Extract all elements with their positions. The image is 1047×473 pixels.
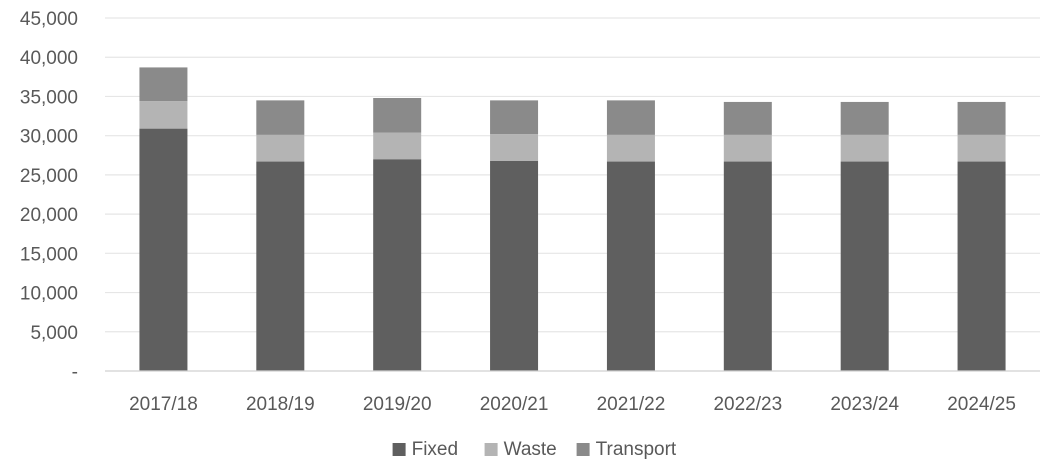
bar-fixed-2023-24 xyxy=(840,161,889,371)
x-tick-label: 2024/25 xyxy=(947,394,1016,415)
x-tick-label: 2022/23 xyxy=(713,394,782,415)
x-tick-label: 2018/19 xyxy=(246,394,315,415)
y-tick-label: 30,000 xyxy=(20,127,78,148)
bar-waste-2022-23 xyxy=(723,134,772,162)
y-tick-label: 15,000 xyxy=(20,244,78,265)
y-tick-label: 5,000 xyxy=(30,323,78,344)
y-axis-tick-labels: - 5,000 10,000 15,000 20,000 25,000 30,000 35,0… xyxy=(20,9,78,383)
legend-label-transport: Transport xyxy=(596,439,677,460)
bar-fixed-2018-19 xyxy=(256,161,305,371)
bar-transport-2021-22 xyxy=(606,100,655,135)
bar-waste-2020-21 xyxy=(490,134,539,161)
x-tick-label: 2021/22 xyxy=(597,394,666,415)
bar-transport-2019-20 xyxy=(373,98,422,133)
bar-waste-2017-18 xyxy=(139,101,188,129)
bar-fixed-2020-21 xyxy=(490,160,539,371)
bar-waste-2018-19 xyxy=(256,134,305,162)
bar-transport-2023-24 xyxy=(840,101,889,135)
bar-fixed-2017-18 xyxy=(139,128,188,371)
legend-swatch-waste xyxy=(484,443,498,456)
bar-transport-2017-18 xyxy=(139,67,188,102)
y-tick-label: 25,000 xyxy=(20,166,78,187)
bars xyxy=(139,67,1006,371)
x-tick-label: 2023/24 xyxy=(830,394,899,415)
legend: Fixed Waste Transport xyxy=(392,439,677,460)
legend-swatch-transport xyxy=(576,443,590,456)
legend-label-waste: Waste xyxy=(504,439,557,460)
bar-fixed-2021-22 xyxy=(606,161,655,371)
x-tick-label: 2017/18 xyxy=(129,394,198,415)
legend-label-fixed: Fixed xyxy=(412,439,458,460)
x-tick-label: 2020/21 xyxy=(480,394,549,415)
gridlines xyxy=(105,17,1040,333)
y-tick-label: 20,000 xyxy=(20,205,78,226)
bar-waste-2019-20 xyxy=(373,132,422,160)
bar-waste-2021-22 xyxy=(606,134,655,162)
bar-transport-2024-25 xyxy=(957,101,1006,135)
y-tick-label: 40,000 xyxy=(20,48,78,69)
y-tick-label: 35,000 xyxy=(20,87,78,108)
bar-fixed-2022-23 xyxy=(723,161,772,371)
bar-transport-2020-21 xyxy=(490,100,539,135)
bar-transport-2022-23 xyxy=(723,101,772,135)
x-axis-tick-labels: 2017/18 2018/19 2019/20 2020/21 2021/22 2022/… xyxy=(129,394,1016,415)
bar-fixed-2024-25 xyxy=(957,161,1006,371)
y-tick-label: 45,000 xyxy=(20,9,78,30)
x-tick-label: 2019/20 xyxy=(363,394,432,415)
bar-transport-2018-19 xyxy=(256,100,305,135)
bar-waste-2024-25 xyxy=(957,134,1006,162)
bar-waste-2023-24 xyxy=(840,134,889,162)
y-tick-label: - xyxy=(72,362,78,383)
bar-fixed-2019-20 xyxy=(373,159,422,371)
y-tick-label: 10,000 xyxy=(20,284,78,305)
legend-swatch-fixed xyxy=(392,443,406,456)
